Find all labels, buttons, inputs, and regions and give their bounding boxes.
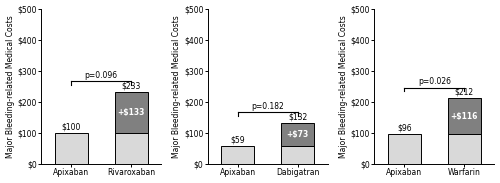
Bar [221, 146, 254, 164]
Text: $212: $212 [455, 88, 474, 97]
Bar [114, 92, 148, 133]
Text: $59: $59 [230, 135, 245, 144]
Y-axis label: Major Bleeding-related Medical Costs: Major Bleeding-related Medical Costs [6, 15, 15, 158]
Text: p=0.096: p=0.096 [84, 71, 117, 80]
Bar [114, 133, 148, 164]
Text: p=0.026: p=0.026 [418, 77, 451, 86]
Bar [388, 135, 421, 164]
Text: +$116: +$116 [450, 112, 478, 121]
Bar [281, 146, 314, 164]
Bar [448, 135, 481, 164]
Y-axis label: Major Bleeding-related Medical Costs: Major Bleeding-related Medical Costs [172, 15, 181, 158]
Text: +$73: +$73 [286, 130, 309, 139]
Text: $132: $132 [288, 112, 308, 122]
Text: $233: $233 [122, 81, 141, 90]
Bar [448, 98, 481, 135]
Bar [281, 123, 314, 146]
Text: $96: $96 [397, 124, 411, 133]
Text: +$133: +$133 [118, 108, 145, 117]
Text: p=0.182: p=0.182 [252, 102, 284, 111]
Bar [54, 133, 88, 164]
Y-axis label: Major Bleeding-related Medical Costs: Major Bleeding-related Medical Costs [339, 15, 348, 158]
Text: $100: $100 [62, 122, 80, 131]
